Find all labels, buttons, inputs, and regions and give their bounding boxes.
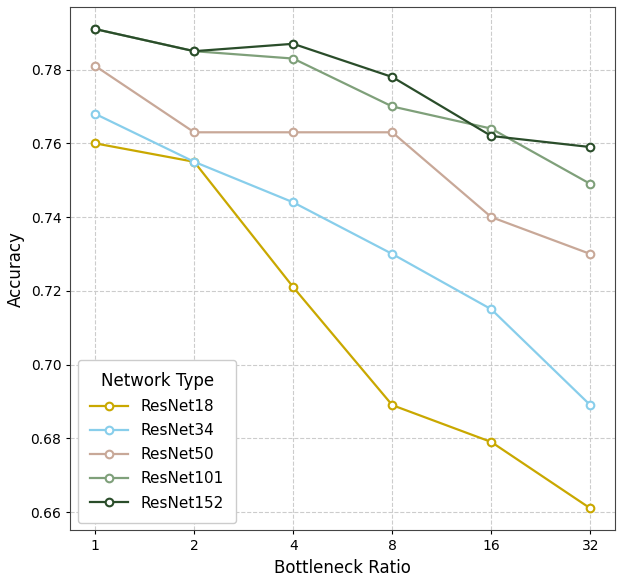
ResNet50 <box>190 129 198 136</box>
Legend: ResNet18, ResNet34, ResNet50, ResNet101, ResNet152: ResNet18, ResNet34, ResNet50, ResNet101,… <box>78 360 236 523</box>
Line: ResNet50: ResNet50 <box>91 62 594 258</box>
ResNet152 <box>91 26 99 33</box>
Line: ResNet101: ResNet101 <box>91 25 594 187</box>
Line: ResNet152: ResNet152 <box>91 25 594 151</box>
ResNet34 <box>389 251 396 258</box>
ResNet101 <box>190 48 198 55</box>
Y-axis label: Accuracy: Accuracy <box>7 231 25 307</box>
ResNet50 <box>91 62 99 69</box>
ResNet34 <box>289 199 297 206</box>
X-axis label: Bottleneck Ratio: Bottleneck Ratio <box>274 559 411 577</box>
ResNet152 <box>587 144 594 151</box>
ResNet34 <box>488 306 495 313</box>
ResNet50 <box>488 214 495 221</box>
ResNet18 <box>389 402 396 409</box>
Line: ResNet18: ResNet18 <box>91 140 594 512</box>
ResNet50 <box>587 251 594 258</box>
ResNet50 <box>389 129 396 136</box>
ResNet101 <box>389 103 396 110</box>
ResNet101 <box>91 26 99 33</box>
ResNet101 <box>587 180 594 187</box>
ResNet152 <box>289 40 297 47</box>
ResNet18 <box>587 505 594 512</box>
ResNet152 <box>488 133 495 140</box>
Line: ResNet34: ResNet34 <box>91 110 594 409</box>
ResNet18 <box>488 439 495 446</box>
ResNet18 <box>190 158 198 165</box>
ResNet34 <box>91 110 99 117</box>
ResNet152 <box>190 48 198 55</box>
ResNet18 <box>91 140 99 147</box>
ResNet34 <box>190 158 198 165</box>
ResNet101 <box>289 55 297 62</box>
ResNet101 <box>488 125 495 132</box>
ResNet152 <box>389 74 396 81</box>
ResNet34 <box>587 402 594 409</box>
ResNet18 <box>289 284 297 291</box>
ResNet50 <box>289 129 297 136</box>
